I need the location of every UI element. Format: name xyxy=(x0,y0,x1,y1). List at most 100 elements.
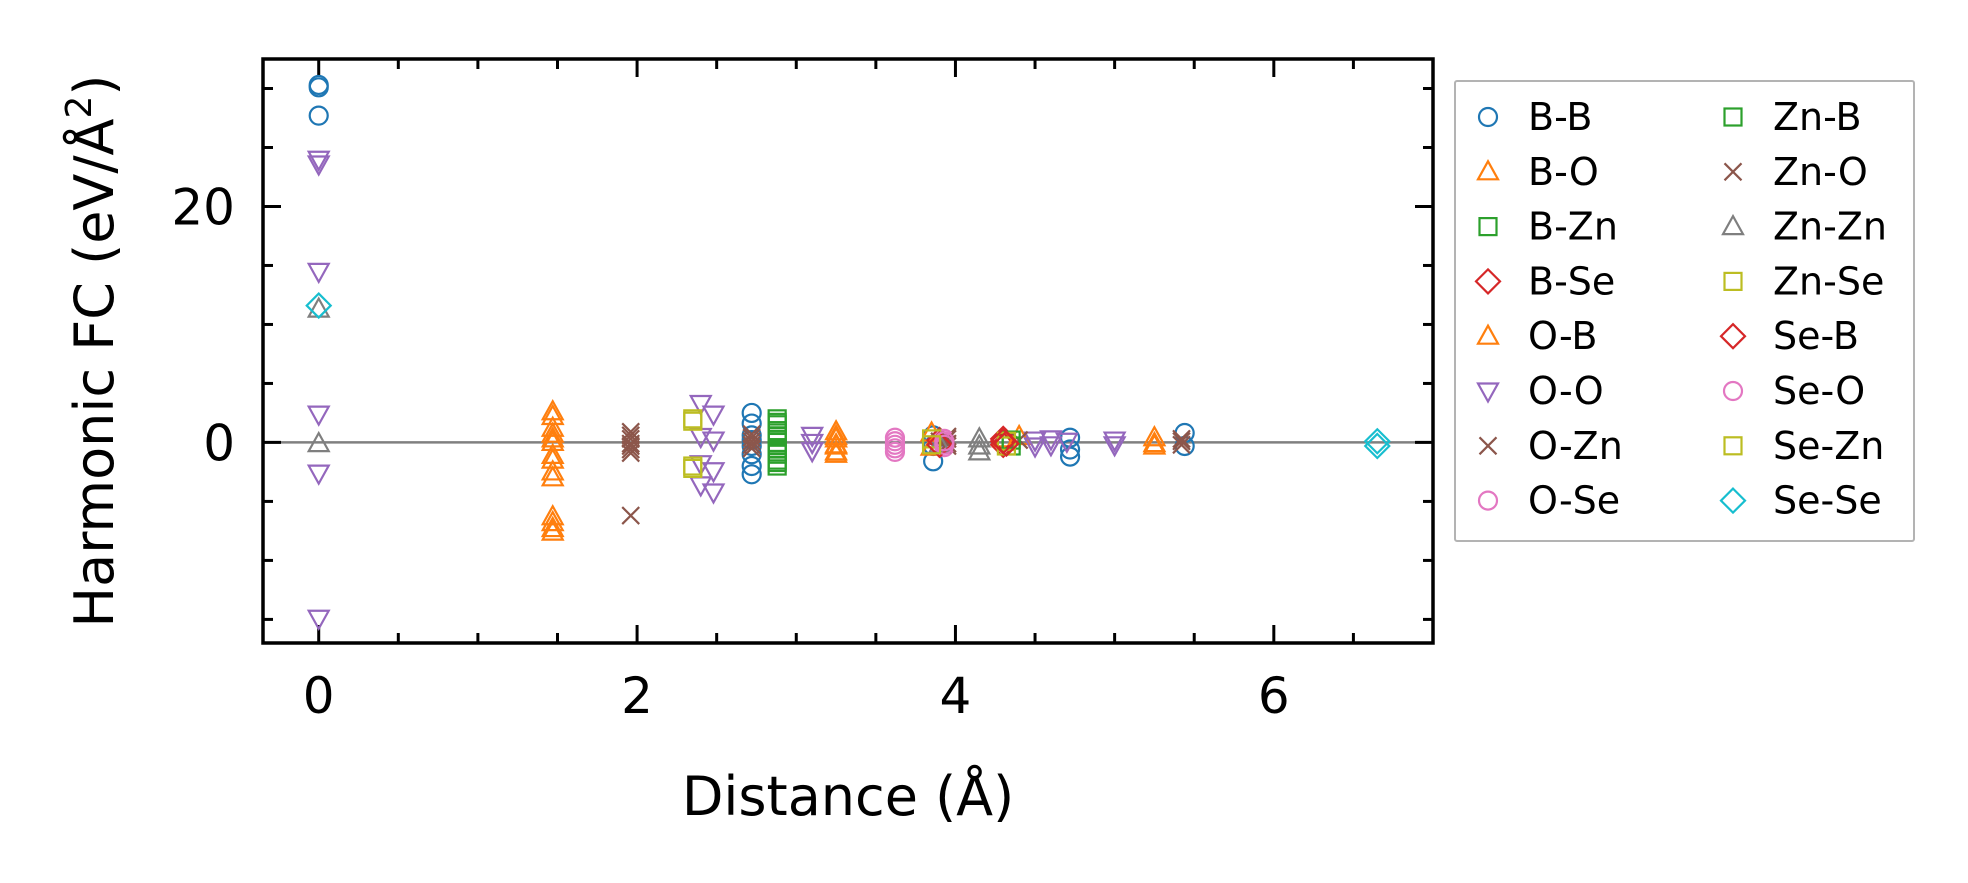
legend-marker xyxy=(1477,106,1499,128)
legend-box xyxy=(1454,80,1915,542)
legend-label: B-O xyxy=(1528,150,1599,194)
legend-marker xyxy=(1474,267,1502,295)
data-point xyxy=(683,409,703,429)
legend-entry-zn-zn: Zn-Zn xyxy=(1721,205,1887,249)
data-point xyxy=(767,423,787,443)
data-point xyxy=(540,465,565,487)
legend-entry-se-se: Se-Se xyxy=(1719,479,1882,523)
series-zn-zn xyxy=(306,296,992,461)
legend-entry-o-o: O-O xyxy=(1476,369,1604,413)
legend-label: B-B xyxy=(1528,95,1593,139)
legend-entry-b-zn: B-Zn xyxy=(1478,205,1618,249)
data-point xyxy=(306,430,331,453)
data-point xyxy=(306,609,331,631)
data-point xyxy=(921,435,942,455)
series-o-o xyxy=(306,150,1127,631)
data-point xyxy=(621,506,640,525)
data-point xyxy=(1172,435,1191,455)
legend-marker xyxy=(1722,380,1744,402)
data-point xyxy=(824,426,848,448)
legend-entry-se-o: Se-O xyxy=(1722,369,1865,413)
y-tick-label: 0 xyxy=(203,414,235,472)
data-point xyxy=(884,438,906,459)
data-point xyxy=(1102,436,1127,458)
legend-label: Zn-Zn xyxy=(1773,205,1887,249)
legend-marker xyxy=(1478,217,1498,237)
data-point xyxy=(621,440,640,459)
legend-entry-zn-se: Zn-Se xyxy=(1723,259,1884,303)
data-point xyxy=(701,462,726,484)
legend-label: O-Se xyxy=(1528,479,1620,523)
y-axis-title-main: Harmonic FC (eV/Å xyxy=(62,118,126,627)
data-point xyxy=(540,459,565,481)
data-point xyxy=(767,452,787,473)
data-point xyxy=(1055,432,1079,455)
data-point xyxy=(540,426,565,448)
data-point xyxy=(306,262,331,285)
data-point xyxy=(1039,430,1063,452)
data-point xyxy=(540,515,565,538)
data-point xyxy=(741,413,762,434)
legend-entry-se-b: Se-B xyxy=(1719,314,1859,358)
legend-marker xyxy=(1723,162,1743,182)
data-point xyxy=(1059,439,1081,460)
series-se-zn xyxy=(683,409,942,476)
legend: B-B B-O B-Zn B-Se O-B O-O O-Zn O-Se Zn-B Zn-O Zn-Z… xyxy=(1474,95,1887,523)
x-tick-label: 0 xyxy=(303,667,335,725)
data-point xyxy=(1142,424,1167,447)
data-point xyxy=(1039,436,1063,458)
data-point xyxy=(621,434,640,453)
legend-label: O-B xyxy=(1528,314,1597,358)
legend-entry-o-se: O-Se xyxy=(1477,479,1620,523)
legend-marker xyxy=(1719,487,1747,515)
legend-label: O-O xyxy=(1528,369,1604,413)
series-zn-o xyxy=(621,426,1191,459)
y-axis-title-close: ) xyxy=(63,75,126,96)
data-point xyxy=(308,74,329,96)
legend-entry-zn-b: Zn-B xyxy=(1723,95,1862,139)
data-point xyxy=(306,150,331,173)
legend-marker xyxy=(1476,323,1500,345)
y-axis-title-superscript: 2 xyxy=(59,96,100,119)
legend-label: Se-Se xyxy=(1773,479,1882,523)
legend-label: B-Se xyxy=(1528,259,1615,303)
data-point xyxy=(742,435,761,455)
data-point xyxy=(1172,431,1191,451)
data-point xyxy=(824,439,848,461)
legend-entry-o-b: O-B xyxy=(1476,314,1597,358)
legend-entry-b-b: B-B xyxy=(1477,95,1593,139)
data-point xyxy=(621,426,640,445)
data-point xyxy=(308,105,329,126)
data-point xyxy=(925,431,954,459)
data-point xyxy=(540,519,565,541)
plot-frame xyxy=(261,57,1435,645)
data-point xyxy=(967,439,992,461)
legend-marker xyxy=(1719,322,1747,350)
data-point xyxy=(741,402,762,424)
data-point xyxy=(540,503,565,526)
data-point xyxy=(992,430,1020,458)
legend-label: Zn-O xyxy=(1773,150,1868,194)
y-tick-label: 20 xyxy=(171,178,235,236)
data-point xyxy=(701,431,726,453)
data-point xyxy=(967,433,992,455)
x-axis-title: Distance (Å) xyxy=(682,764,1014,828)
data-point xyxy=(621,443,640,463)
series-se-b xyxy=(925,427,1020,459)
legend-marker xyxy=(1723,436,1743,456)
data-point xyxy=(767,442,787,462)
legend-marker xyxy=(1721,213,1745,236)
legend-marker xyxy=(1477,490,1499,511)
legend-entry-o-zn: O-Zn xyxy=(1478,424,1623,468)
legend-entry-b-o: B-O xyxy=(1476,150,1599,194)
data-point xyxy=(934,434,955,455)
data-point xyxy=(741,464,762,485)
legend-marker xyxy=(1478,436,1498,456)
data-point xyxy=(800,426,825,449)
data-point xyxy=(688,394,713,417)
legend-marker xyxy=(1723,271,1743,291)
legend-label: Se-O xyxy=(1773,369,1865,413)
data-point xyxy=(540,421,565,443)
data-point xyxy=(701,405,726,427)
